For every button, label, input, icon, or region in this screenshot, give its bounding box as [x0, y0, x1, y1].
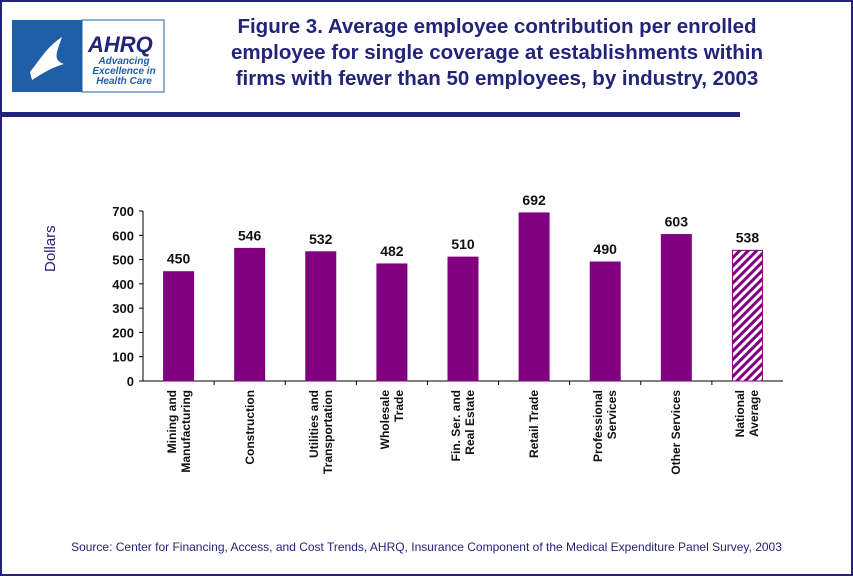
y-tick-label: 600 [112, 228, 134, 243]
ahrq-logo [81, 19, 165, 93]
bar [305, 251, 337, 382]
x-tick-label: Other Services [669, 390, 684, 475]
value-label: 603 [665, 214, 689, 230]
value-label: 490 [594, 241, 618, 257]
value-label: 510 [451, 236, 475, 252]
x-tick-label: National Average [733, 390, 762, 438]
x-tick-label: Professional Services [591, 390, 620, 463]
bar [518, 212, 550, 382]
x-tick-label: Wholesale Trade [377, 390, 406, 450]
bar [447, 256, 479, 382]
value-label: 538 [736, 229, 760, 245]
y-tick-label: 300 [112, 301, 134, 316]
y-tick-label: 0 [127, 374, 134, 389]
chart-title: Figure 3. Average employee contribution … [230, 15, 764, 90]
x-tick-label: Construction [242, 390, 257, 465]
hhs-eagle [30, 37, 64, 80]
y-tick-label: 200 [112, 325, 134, 340]
value-label: 482 [380, 243, 404, 259]
value-label: 692 [522, 192, 546, 208]
bar [660, 234, 692, 382]
x-tick-label: Mining and Manufacturing [164, 390, 193, 473]
y-tick-label: 400 [112, 277, 134, 292]
bar [589, 261, 621, 382]
header-rule [2, 112, 740, 117]
bar [234, 247, 266, 382]
bar [376, 263, 408, 382]
logo-title: AHRQ [88, 32, 153, 57]
y-tick-label: 700 [112, 204, 134, 219]
y-tick-label: 500 [112, 253, 134, 268]
logo-tagline: Advancing Excellence in Health Care [92, 56, 156, 87]
value-label: 450 [167, 251, 191, 267]
value-label: 532 [309, 231, 333, 247]
source-note: Source: Center for Financing, Access, an… [71, 540, 782, 554]
x-tick-label: Retail Trade [527, 390, 542, 459]
bar [163, 271, 195, 382]
value-label: 546 [238, 227, 262, 243]
y-axis-label: Dollars [42, 225, 59, 272]
y-tick-label: 100 [112, 350, 134, 365]
x-tick-label: Fin. Ser. and Real Estate [449, 390, 477, 462]
bar [731, 249, 763, 382]
x-tick-label: Utilities and Transportation [306, 390, 335, 475]
